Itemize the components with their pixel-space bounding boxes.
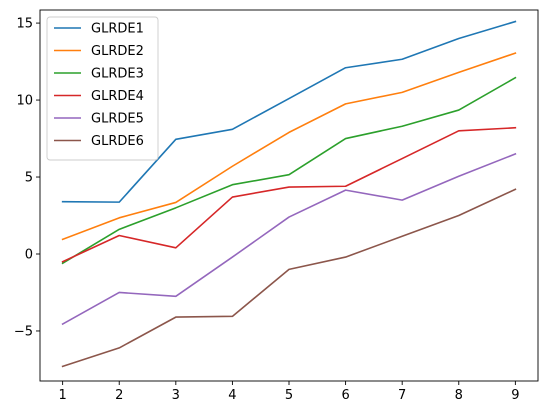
x-tick-label: 4 bbox=[228, 388, 236, 403]
y-axis: −5 0 5 10 15 bbox=[14, 17, 40, 340]
x-tick-label: 5 bbox=[285, 388, 293, 403]
x-tick-label: 8 bbox=[455, 388, 463, 403]
x-tick-label: 3 bbox=[172, 388, 180, 403]
x-tick-label: 2 bbox=[115, 388, 123, 403]
x-tick-label: 6 bbox=[341, 388, 349, 403]
x-tick-label: 1 bbox=[58, 388, 66, 403]
legend-label-glrde5: GLRDE5 bbox=[91, 112, 144, 127]
y-tick-label: 10 bbox=[16, 94, 33, 109]
legend-label-glrde6: GLRDE6 bbox=[91, 134, 144, 149]
legend-label-glrde4: GLRDE4 bbox=[91, 89, 144, 104]
legend-label-glrde2: GLRDE2 bbox=[91, 44, 144, 59]
legend-label-glrde1: GLRDE1 bbox=[91, 22, 144, 37]
x-tick-label: 9 bbox=[511, 388, 519, 403]
series-line-glrde6 bbox=[63, 189, 516, 366]
y-tick-label: 15 bbox=[16, 17, 33, 32]
y-tick-label: −5 bbox=[14, 324, 33, 339]
legend-label-glrde3: GLRDE3 bbox=[91, 67, 144, 82]
x-axis: 1 2 3 4 5 6 7 8 9 bbox=[58, 381, 519, 403]
x-tick-label: 7 bbox=[398, 388, 406, 403]
y-tick-label: 0 bbox=[25, 247, 33, 262]
legend: GLRDE1 GLRDE2 GLRDE3 GLRDE4 GLRDE5 GLRDE6 bbox=[47, 17, 158, 160]
series-line-glrde5 bbox=[63, 154, 516, 324]
y-tick-label: 5 bbox=[25, 171, 33, 186]
